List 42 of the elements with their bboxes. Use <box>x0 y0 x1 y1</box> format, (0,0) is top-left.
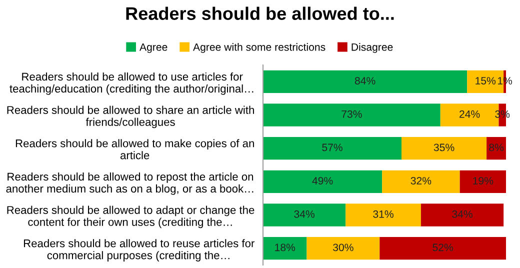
data-label: 15% <box>476 77 496 84</box>
y-tick-label: Readers should be allowed to make copies of an article <box>16 139 254 160</box>
y-tick-label: Readers should be allowed to reuse articles for commercial purposes (crediting the… <box>24 239 254 262</box>
data-label: 8% <box>489 144 504 152</box>
data-label: 34% <box>452 210 472 218</box>
y-tick-label: Readers should be allowed to share an article with friends/colleagues <box>7 106 254 128</box>
bar <box>346 204 421 226</box>
data-label: 30% <box>333 244 354 252</box>
data-label: 31% <box>373 210 394 218</box>
legend-label: Agree with some restrictions <box>193 43 326 53</box>
data-label: 19% <box>473 177 494 184</box>
data-label: 24% <box>460 110 480 118</box>
data-label: 34% <box>294 210 314 218</box>
bar <box>306 237 380 260</box>
chart-title: Readers should be allowed to... <box>126 6 394 20</box>
data-label: 57% <box>322 144 342 152</box>
y-tick-label: Readers should be allowed to adapt or change the content for their own uses (crediting the… <box>7 206 254 228</box>
data-label: 73% <box>342 110 362 118</box>
data-label: 18% <box>275 244 296 252</box>
bar <box>263 237 307 260</box>
bar <box>263 170 382 193</box>
bar <box>263 137 402 160</box>
legend-label: Agree <box>140 43 168 53</box>
bar <box>486 137 506 160</box>
y-tick-label: Readers should be allowed to use articles for teaching/education (crediting the author/original… <box>10 72 254 95</box>
data-label: 32% <box>410 177 432 184</box>
bar <box>263 204 346 226</box>
data-label: 35% <box>434 144 454 152</box>
data-label: 3% <box>495 110 510 118</box>
data-label: 49% <box>312 177 333 184</box>
bar <box>460 170 506 193</box>
legend-label: Disagree <box>352 43 393 53</box>
bar <box>263 70 468 93</box>
data-label: 1% <box>498 77 512 84</box>
bar <box>382 170 460 193</box>
bar <box>263 104 440 126</box>
bar <box>380 237 506 260</box>
bar <box>420 204 504 226</box>
y-tick-label: Readers should be allowed to repost the article on another medium such as on a blog, or as a book… <box>6 172 254 195</box>
bar <box>402 137 487 160</box>
data-label: 84% <box>354 77 376 84</box>
data-label: 52% <box>432 244 454 252</box>
